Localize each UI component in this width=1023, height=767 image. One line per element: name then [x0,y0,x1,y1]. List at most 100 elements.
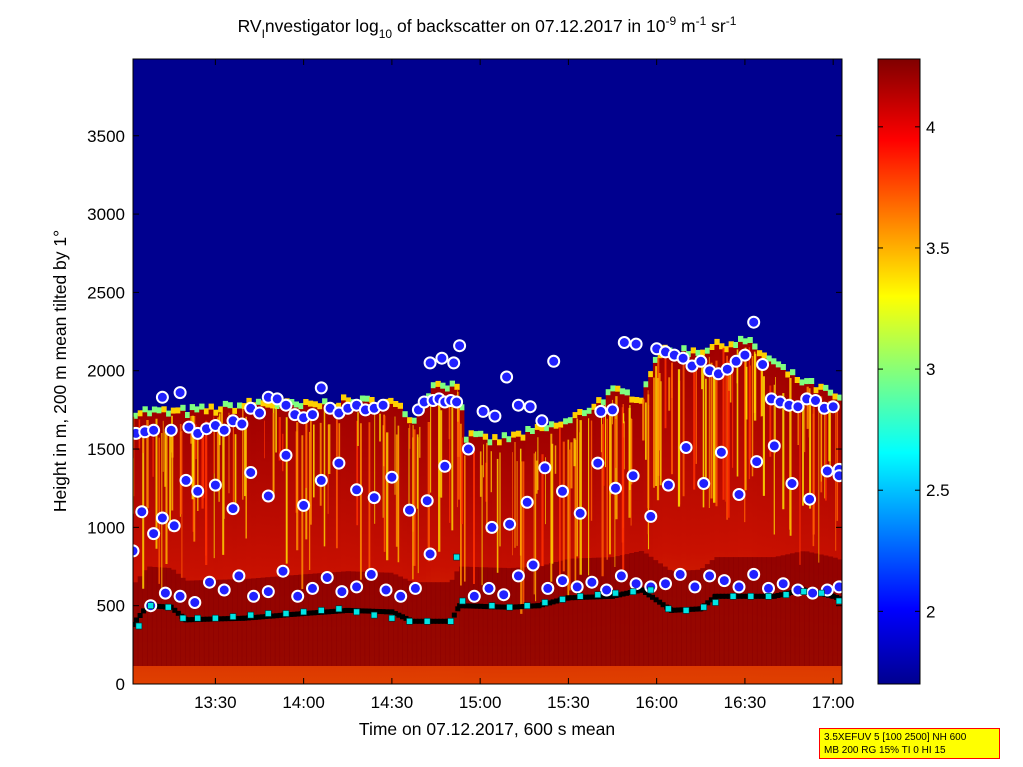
boundary-layer-marker [134,617,139,623]
heatmap-column [251,407,257,684]
layer-detection-point [482,581,496,595]
layer-detection-point [747,315,761,329]
heatmap-column [189,409,195,684]
boundary-layer-marker [400,614,405,620]
heatmap-column [298,408,304,684]
boundary-layer-marker [590,594,596,600]
heatmap-column [326,409,333,684]
heatmap-column [667,352,673,684]
heatmap-column [586,412,593,684]
heatmap-edge [407,417,413,424]
layer-detection-point [585,575,599,589]
cyan-square-point [682,607,690,614]
heatmap-edge [548,421,555,428]
heatmap-column [218,411,224,684]
heatmap-core [700,568,706,666]
heatmap-edge [638,397,645,404]
layer-detection-point [541,581,555,595]
layer-detection-point [155,511,169,525]
boundary-layer-marker [499,604,505,610]
heatmap-edge [695,349,701,356]
heatmap-core [284,575,290,666]
boundary-layer-marker [481,604,487,609]
heatmap-core [676,570,682,666]
layer-detection-point [644,509,658,523]
layer-detection-point [385,470,399,484]
heatmap-column [180,409,186,684]
heatmap-column [241,408,247,684]
boundary-layer-marker [172,607,178,613]
heatmap-core [714,557,720,666]
boundary-layer-marker [377,609,382,614]
heatmap-edge [246,397,252,404]
layer-detection-point [538,461,552,475]
heatmap-core [279,576,285,666]
layer-detection-point [320,571,334,584]
x-tick-label: 14:00 [282,693,325,712]
heatmap-column [501,437,507,684]
layer-detection-point [461,442,475,456]
heatmap-edge [501,432,507,439]
heatmap-column [818,388,824,684]
heatmap-edge [208,403,214,410]
heatmap-column [804,383,810,684]
heatmap-column [681,350,687,684]
boundary-layer-marker [396,612,402,618]
boundary-layer-marker [737,593,743,599]
heatmap-core [411,582,418,666]
heatmap-column [185,417,191,684]
boundary-layer-marker [531,603,537,609]
heatmap-edge [364,395,370,402]
heatmap-edge [553,422,559,429]
heatmap-edge [600,399,607,406]
heatmap-core [600,557,607,666]
cyan-square-point [594,591,602,599]
heatmap-core [766,557,772,666]
boundary-layer-marker [478,603,484,609]
boundary-layer-marker [288,612,294,617]
layer-detection-point [809,394,822,407]
heatmap-core [151,567,158,666]
heatmap-core [185,580,191,666]
heatmap-edge [586,407,593,414]
heatmap-core [733,557,739,666]
heatmap-edge [449,380,455,387]
heatmap-edge [837,394,842,401]
heatmap-edge [430,382,437,389]
heatmap-column [686,356,692,684]
heatmap-column [728,346,734,684]
layer-detection-point [403,503,416,517]
layer-detection-point [179,473,193,487]
boundary-layer-marker [573,595,578,601]
y-tick-label: 1000 [87,518,125,537]
layer-detection-point [350,580,364,594]
layer-detection-point [747,567,761,581]
layer-detection-point [335,585,349,599]
boundary-layer-marker [137,613,143,618]
layer-detection-point [394,589,408,603]
heatmap-edge [317,403,323,410]
boundary-layer-marker [464,603,470,609]
heatmap-edge [520,434,526,441]
boundary-layer-marker [208,616,214,622]
heatmap-column [341,399,347,684]
heatmap-core [671,571,678,666]
layer-detection-point [447,356,461,370]
boundary-layer-marker [734,593,740,599]
heatmap-core [222,579,229,666]
layer-detection-point [767,439,781,453]
boundary-layer-marker [583,594,589,600]
heatmap-core [790,553,796,666]
boundary-layer-marker [332,608,338,614]
layer-detection-point [276,564,290,578]
heatmap-core [369,572,375,666]
cyan-square-point [353,608,360,616]
heatmap-core [728,557,734,666]
heatmap-core [804,551,810,666]
heatmap-column [794,382,800,684]
boundary-layer-marker [713,593,718,599]
heatmap-edge [459,404,465,411]
heatmap-edge [411,417,418,424]
boundary-layer-marker [392,611,398,617]
heatmap-edge [194,406,200,413]
